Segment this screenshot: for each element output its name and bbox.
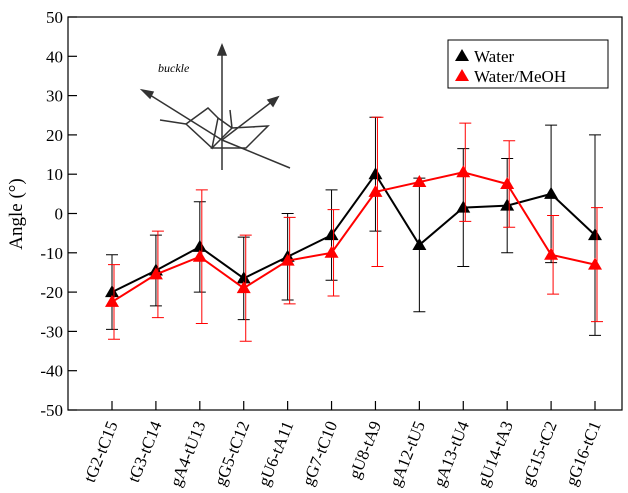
y-tick-label: -50 xyxy=(40,401,63,420)
point xyxy=(588,257,602,270)
y-tick-label: -10 xyxy=(40,244,63,263)
series-line xyxy=(111,171,596,303)
legend-box xyxy=(447,39,609,89)
point xyxy=(588,228,602,241)
y-tick-label: 0 xyxy=(55,205,64,224)
y-tick-label: 40 xyxy=(46,47,63,66)
point xyxy=(544,247,559,260)
x-tick-label: gG15-tC2 xyxy=(518,418,561,488)
x-tick-label: tG2-tC15 xyxy=(80,418,122,485)
x-tick-label: gA12-tU5 xyxy=(386,418,429,488)
point xyxy=(236,281,251,294)
y-tick-label: 50 xyxy=(46,8,63,27)
x-tick-label: tG3-tC14 xyxy=(124,418,166,485)
x-tick-label: gA13-tU4 xyxy=(430,418,474,488)
point xyxy=(192,249,207,262)
legend-label: Water/MeOH xyxy=(474,67,566,86)
x-tick-label: gG5-tC12 xyxy=(210,418,253,488)
point xyxy=(280,253,295,266)
point xyxy=(544,186,559,199)
y-tick-label: 30 xyxy=(46,87,63,106)
point xyxy=(105,285,119,298)
x-tick-label: gG7-tC10 xyxy=(298,418,341,488)
point xyxy=(148,267,163,280)
x-tick-label: gG16-tC1 xyxy=(562,418,605,488)
y-tick-label: -30 xyxy=(40,322,63,341)
point xyxy=(456,200,471,213)
x-tick-label: gU6-tA11 xyxy=(254,418,297,488)
inset-diagram xyxy=(139,42,291,170)
point xyxy=(412,237,427,250)
point xyxy=(324,228,339,241)
y-tick-label: 20 xyxy=(46,126,63,145)
point xyxy=(500,198,515,211)
x-tick-label: gU14-tA3 xyxy=(473,418,516,488)
point xyxy=(368,184,383,197)
point xyxy=(236,271,251,284)
inset-label: buckle xyxy=(158,61,190,75)
point xyxy=(456,165,471,178)
point xyxy=(500,177,515,190)
x-tick-label: gA4-tU13 xyxy=(166,418,209,488)
y-tick-label: 10 xyxy=(46,165,63,184)
point xyxy=(368,167,383,180)
x-tick-label: gU8-tA9 xyxy=(345,418,385,481)
legend-marker xyxy=(455,69,469,81)
y-tick-label: -20 xyxy=(40,283,63,302)
legend-label: Water xyxy=(474,47,514,66)
point xyxy=(105,294,119,307)
point xyxy=(412,175,427,188)
point xyxy=(324,245,339,258)
series-line xyxy=(111,172,596,293)
point xyxy=(192,239,207,252)
legend-marker xyxy=(455,49,469,61)
y-axis-label: Angle (°) xyxy=(6,178,27,249)
y-tick-label: -40 xyxy=(40,362,63,381)
